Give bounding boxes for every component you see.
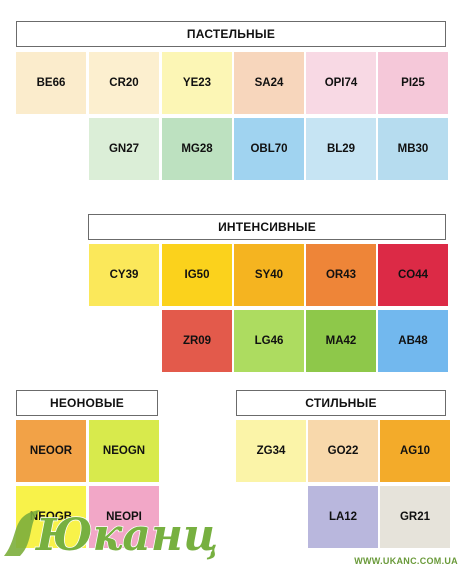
swatch-code: ZG34 xyxy=(256,445,286,457)
watermark-swirl xyxy=(4,510,40,556)
swatch-bl29: BL29 xyxy=(306,118,376,180)
swatch-lg46: LG46 xyxy=(234,310,304,372)
swatch-code: GN27 xyxy=(108,143,140,155)
swatch-code: GO22 xyxy=(327,445,359,457)
section-title-stylish-label: СТИЛЬНЫЕ xyxy=(305,396,377,410)
swatch-code: ZR09 xyxy=(182,335,212,347)
swatch-code: NEOPI xyxy=(106,511,142,523)
swatch-code: SA24 xyxy=(254,77,284,89)
swatch-code: AB48 xyxy=(398,335,428,347)
swatch-sy40: SY40 xyxy=(234,244,304,306)
swatch-code: GR21 xyxy=(399,511,431,523)
watermark-url: WWW.UKANC.COM.UA xyxy=(354,556,458,566)
swatch-opi74: OPI74 xyxy=(306,52,376,114)
swatch-ag10: AG10 xyxy=(380,420,450,482)
swatch-code: YE23 xyxy=(182,77,212,89)
swatch-obl70: OBL70 xyxy=(234,118,304,180)
swatch-code: OR43 xyxy=(325,269,357,281)
section-title-neon: НЕОНОВЫЕ xyxy=(16,390,158,416)
swatch-cy39: CY39 xyxy=(89,244,159,306)
swatch-code: OPI74 xyxy=(324,77,358,89)
swatch-code: CY39 xyxy=(109,269,139,281)
swatch-code: MG28 xyxy=(181,143,213,155)
swatch-code: MB30 xyxy=(397,143,429,155)
swatch-code: BL29 xyxy=(326,143,356,155)
swatch-code: BE66 xyxy=(36,77,66,89)
swatch-sa24: SA24 xyxy=(234,52,304,114)
watermark-logo-text: Юканц xyxy=(34,510,218,561)
swatch-gn27: GN27 xyxy=(89,118,159,180)
swatch-code: IG50 xyxy=(184,269,210,281)
swatch-ig50: IG50 xyxy=(162,244,232,306)
swatch-code: MA42 xyxy=(325,335,357,347)
swatch-neogn: NEOGN xyxy=(89,420,159,482)
swatch-code: LA12 xyxy=(328,511,358,523)
swatch-gr21: GR21 xyxy=(380,486,450,548)
watermark: Юканц WWW.UKANC.COM.UA xyxy=(0,496,466,568)
swatch-mg28: MG28 xyxy=(162,118,232,180)
section-title-pastel-label: ПАСТЕЛЬНЫЕ xyxy=(186,27,276,41)
swatch-code: OBL70 xyxy=(250,143,288,155)
swatch-co44: CO44 xyxy=(378,244,448,306)
swatch-be66: BE66 xyxy=(16,52,86,114)
swatch-code: AG10 xyxy=(399,445,431,457)
swatch-neopi: NEOPI xyxy=(89,486,159,548)
swatch-zg34: ZG34 xyxy=(236,420,306,482)
swatch-mb30: MB30 xyxy=(378,118,448,180)
swatch-la12: LA12 xyxy=(308,486,378,548)
section-title-stylish: СТИЛЬНЫЕ xyxy=(236,390,446,416)
watermark-logo: Юканц xyxy=(4,509,219,562)
swatch-code: NEOGN xyxy=(102,445,146,457)
section-title-pastel: ПАСТЕЛЬНЫЕ xyxy=(16,21,446,47)
swatch-code: CR20 xyxy=(109,77,139,89)
swatch-cr20: CR20 xyxy=(89,52,159,114)
swatch-code: CO44 xyxy=(397,269,429,281)
swatch-go22: GO22 xyxy=(308,420,378,482)
swatch-code: NEOGB xyxy=(29,511,73,523)
section-title-intense-label: ИНТЕНСИВНЫЕ xyxy=(218,220,316,234)
swatch-pi25: PI25 xyxy=(378,52,448,114)
swatch-code: NEOOR xyxy=(29,445,73,457)
swatch-code: PI25 xyxy=(401,77,425,89)
swatch-code: SY40 xyxy=(254,269,284,281)
swatch-code: LG46 xyxy=(254,335,284,347)
swatch-ma42: MA42 xyxy=(306,310,376,372)
swatch-zr09: ZR09 xyxy=(162,310,232,372)
swatch-ab48: AB48 xyxy=(378,310,448,372)
section-title-neon-label: НЕОНОВЫЕ xyxy=(49,396,125,410)
swatch-neoor: NEOOR xyxy=(16,420,86,482)
section-title-intense: ИНТЕНСИВНЫЕ xyxy=(88,214,446,240)
swatch-or43: OR43 xyxy=(306,244,376,306)
swatch-ye23: YE23 xyxy=(162,52,232,114)
